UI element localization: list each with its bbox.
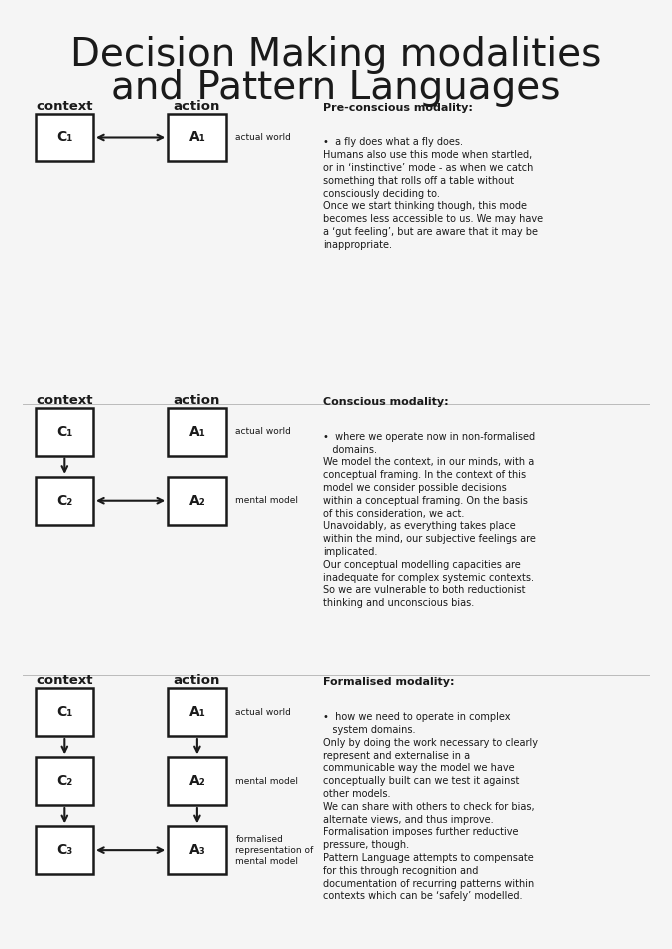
- Text: action: action: [173, 675, 220, 687]
- FancyBboxPatch shape: [36, 827, 93, 874]
- Text: C₁: C₁: [56, 131, 73, 144]
- Text: C₁: C₁: [56, 705, 73, 719]
- Text: A₃: A₃: [189, 843, 205, 857]
- Text: C₂: C₂: [56, 493, 73, 508]
- Text: actual world: actual world: [235, 708, 291, 716]
- Text: A₁: A₁: [188, 131, 206, 144]
- Text: action: action: [173, 100, 220, 113]
- Text: context: context: [36, 100, 93, 113]
- FancyBboxPatch shape: [168, 408, 226, 456]
- Text: C₃: C₃: [56, 843, 73, 857]
- FancyBboxPatch shape: [168, 476, 226, 525]
- Text: •  where we operate now in non-formalised
   domains.
We model the context, in o: • where we operate now in non-formalised…: [323, 432, 536, 608]
- FancyBboxPatch shape: [36, 757, 93, 805]
- FancyBboxPatch shape: [168, 827, 226, 874]
- Text: mental model: mental model: [235, 496, 298, 505]
- Text: A₂: A₂: [189, 774, 205, 789]
- Text: C₂: C₂: [56, 774, 73, 789]
- Text: context: context: [36, 394, 93, 407]
- FancyBboxPatch shape: [36, 114, 93, 161]
- FancyBboxPatch shape: [168, 757, 226, 805]
- Text: Formalised modality:: Formalised modality:: [323, 678, 454, 687]
- Text: Pre-conscious modality:: Pre-conscious modality:: [323, 102, 473, 113]
- FancyBboxPatch shape: [168, 114, 226, 161]
- FancyBboxPatch shape: [36, 688, 93, 736]
- Text: and Pattern Languages: and Pattern Languages: [112, 68, 560, 106]
- Text: C₁: C₁: [56, 425, 73, 438]
- Text: Conscious modality:: Conscious modality:: [323, 397, 449, 407]
- FancyBboxPatch shape: [168, 688, 226, 736]
- Text: formalised
representation of
mental model: formalised representation of mental mode…: [235, 834, 314, 865]
- Text: action: action: [173, 394, 220, 407]
- Text: A₂: A₂: [189, 493, 205, 508]
- Text: A₁: A₁: [188, 705, 206, 719]
- Text: actual world: actual world: [235, 133, 291, 142]
- Text: actual world: actual world: [235, 427, 291, 437]
- Text: mental model: mental model: [235, 776, 298, 786]
- Text: •  how we need to operate in complex
   system domains.
Only by doing the work n: • how we need to operate in complex syst…: [323, 712, 538, 902]
- Text: •  a fly does what a fly does.
Humans also use this mode when startled,
or in ‘i: • a fly does what a fly does. Humans als…: [323, 138, 543, 250]
- Text: A₁: A₁: [188, 425, 206, 438]
- FancyBboxPatch shape: [36, 476, 93, 525]
- Text: context: context: [36, 675, 93, 687]
- Text: Decision Making modalities: Decision Making modalities: [71, 36, 601, 74]
- FancyBboxPatch shape: [36, 408, 93, 456]
